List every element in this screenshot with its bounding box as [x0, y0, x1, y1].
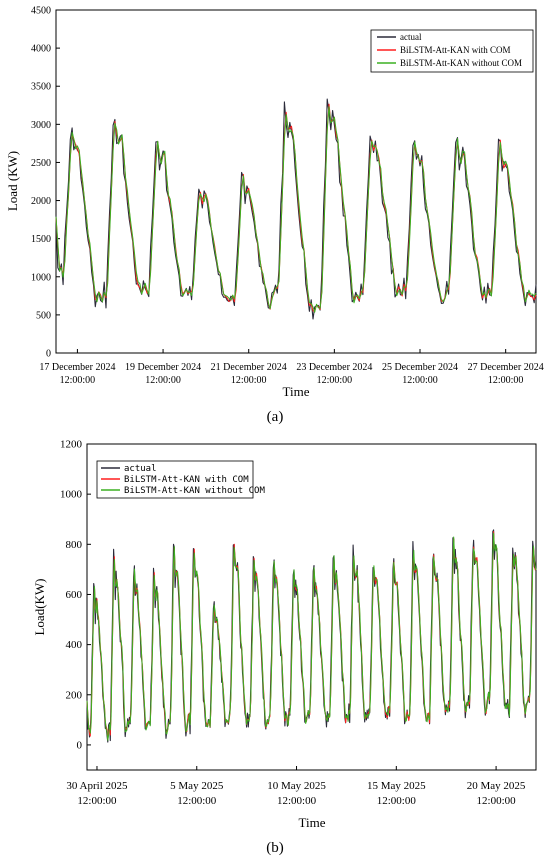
legend-label-actual-a: actual [400, 32, 422, 42]
chart-panel-a: 0 500 1000 1500 2000 2500 3000 3500 4000 4500 17 … [5, 6, 544, 426]
series-line-actual [55, 98, 537, 320]
legend-b: actual BiLSTM-Att-KAN with COM BiLSTM-At… [96, 460, 265, 499]
x-tick-label-date: 10 May 2025 [267, 780, 326, 792]
plot-frame-b [86, 443, 537, 771]
y-tick-label: 4000 [31, 44, 51, 55]
y-tick-label: 600 [66, 589, 83, 601]
x-tick-label-date: 30 April 2025 [66, 780, 128, 792]
x-axis-label-a: Time [283, 384, 310, 399]
y-tick-label: 2000 [31, 196, 51, 207]
x-tick-label-time: 12:00:00 [145, 375, 181, 386]
y-tick-label: 200 [66, 689, 83, 701]
x-tick-label-time: 12:00:00 [77, 795, 117, 807]
x-tick-label-time: 12:00:00 [317, 375, 353, 386]
y-tick-label: 500 [36, 310, 51, 321]
x-tick-label-date: 21 December 2024 [211, 362, 287, 373]
x-axis-label-b: Time [299, 815, 326, 830]
x-tick-label-date: 23 December 2024 [296, 362, 372, 373]
y-tick-label: 1500 [31, 234, 51, 245]
y-tick-label: 0 [46, 349, 51, 360]
y-tick-label: 2500 [31, 158, 51, 169]
legend-a: actual BiLSTM-Att-KAN with COM BiLSTM-At… [370, 29, 534, 73]
x-tick-label-time: 12:00:00 [377, 795, 417, 807]
y-axis-label-a: Load (KW) [5, 151, 20, 211]
y-tick-label: 0 [77, 739, 83, 751]
y-tick-label: 1000 [60, 489, 83, 501]
panel-label-b: (b) [266, 840, 284, 856]
x-tick-label-date: 27 December 2024 [468, 362, 544, 373]
x-tick-label-date: 5 May 2025 [170, 780, 224, 792]
series-line-bilstm-att-kan-without-com [86, 532, 537, 741]
y-tick-label: 3000 [31, 120, 51, 131]
x-tick-label-time: 12:00:00 [488, 375, 524, 386]
x-tick-label-date: 17 December 2024 [39, 362, 115, 373]
x-tick-label-date: 20 May 2025 [467, 780, 526, 792]
x-tick-label-time: 12:00:00 [177, 795, 217, 807]
chart-panel-b: 0 200 400 600 800 1000 1200 30 April 2025 12:00… [32, 439, 537, 856]
legend-label-actual-b: actual [124, 464, 157, 474]
y-axis-label-b: Load(KW) [32, 578, 47, 635]
x-tick-label-time: 12:00:00 [60, 375, 96, 386]
series-line-actual [86, 529, 537, 743]
x-tick-label-time: 12:00:00 [477, 795, 517, 807]
series-line-bilstm-att-kan-without-com [55, 106, 537, 313]
x-tick-label-time: 12:00:00 [277, 795, 317, 807]
y-tick-label: 1200 [60, 439, 83, 451]
legend-label-without-com-b: BiLSTM-Att-KAN without COM [124, 486, 265, 496]
x-tick-label-time: 12:00:00 [402, 375, 438, 386]
x-tick-label-date: 15 May 2025 [367, 780, 426, 792]
x-tick-label-time: 12:00:00 [231, 375, 267, 386]
y-tick-label: 800 [66, 539, 83, 551]
y-tick-label: 3500 [31, 82, 51, 93]
legend-label-without-com-a: BiLSTM-Att-KAN without COM [400, 58, 522, 68]
legend-label-with-com-b: BiLSTM-Att-KAN with COM [124, 475, 249, 485]
x-tick-label-date: 19 December 2024 [125, 362, 201, 373]
panel-label-a: (a) [267, 409, 284, 425]
x-tick-label-date: 25 December 2024 [382, 362, 458, 373]
plot-frame-a [55, 9, 537, 354]
legend-label-with-com-a: BiLSTM-Att-KAN with COM [400, 45, 511, 55]
y-tick-label: 400 [66, 639, 83, 651]
y-tick-label: 1000 [31, 272, 51, 283]
y-tick-label: 4500 [31, 6, 51, 17]
